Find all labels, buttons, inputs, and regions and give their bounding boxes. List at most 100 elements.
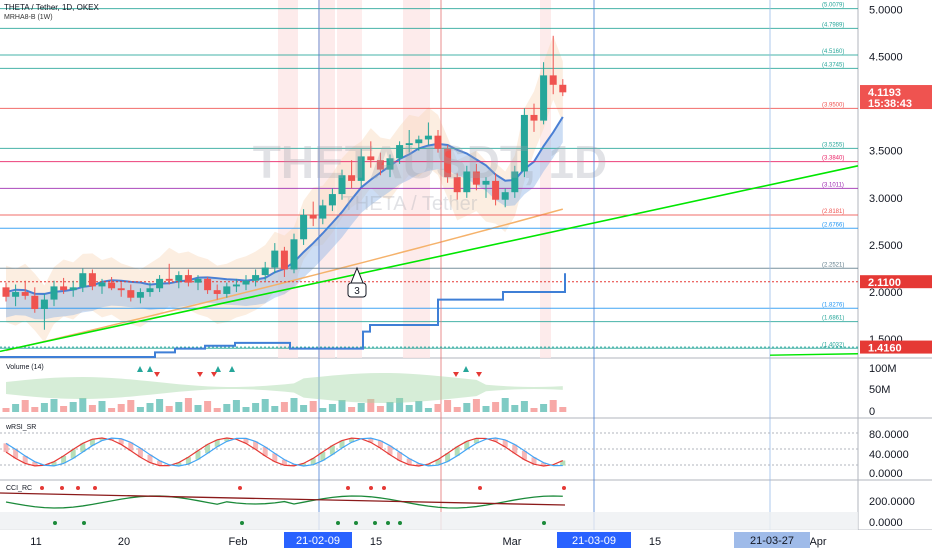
candle-body — [184, 275, 192, 283]
level-label: (1.6861) — [822, 316, 844, 322]
price-tick-label: 5.0000 — [869, 4, 903, 16]
volume-bar — [204, 401, 212, 412]
volume-signal-marker — [197, 372, 203, 377]
candle-body — [223, 286, 231, 294]
time-tick-label: Apr — [809, 536, 826, 548]
volume-bar — [223, 404, 231, 412]
cci-signal-dot — [346, 486, 350, 490]
cci-signal-dot — [354, 521, 358, 525]
candle-body — [424, 135, 432, 140]
volume-bar — [415, 401, 423, 412]
candle-body — [444, 148, 452, 178]
candle-body — [472, 171, 480, 185]
line-price-badge-bg — [860, 275, 932, 289]
volume-signal-marker — [154, 372, 160, 377]
level-label: (3.9500) — [822, 102, 844, 108]
volume-bar — [424, 408, 432, 412]
cci-zero-zone — [0, 512, 858, 530]
candle-body — [549, 75, 557, 85]
last-price-badge-text: 15:38:43 — [868, 98, 912, 110]
candle-body — [520, 114, 528, 172]
candle-body — [319, 205, 327, 219]
candle-body — [511, 171, 519, 193]
volume-bar — [511, 405, 519, 412]
date-badge-bg — [284, 532, 352, 548]
date-badge-label: 21-03-09 — [572, 535, 616, 547]
volume-bar — [338, 400, 346, 412]
volume-bar — [31, 407, 39, 412]
volume-bar — [444, 400, 452, 412]
candle-body — [213, 290, 221, 294]
cci-tick-label: 200.0000 — [869, 496, 915, 508]
level-label: (3.5255) — [822, 142, 844, 148]
volume-bar — [434, 404, 442, 412]
volume-signal-marker — [476, 372, 482, 377]
candle-body — [252, 275, 260, 281]
candle-body — [232, 284, 240, 287]
candle-body — [2, 287, 10, 297]
watermark-symbol: THETAUSDT, 1D — [253, 136, 607, 188]
cci-signal-dot — [373, 521, 377, 525]
volume-signal-marker — [215, 366, 221, 372]
level-label: (1.8276) — [822, 302, 844, 308]
candle-body — [405, 143, 413, 146]
cci-signal-dot — [240, 521, 244, 525]
cci-signal-dot — [238, 486, 242, 490]
candle-body — [204, 278, 212, 291]
candle-body — [50, 286, 58, 300]
volume-bar — [453, 407, 461, 412]
level-label: (2.6766) — [822, 222, 844, 228]
level-label: (4.3745) — [822, 62, 844, 68]
candle-body — [434, 135, 442, 149]
candle-body — [280, 250, 288, 270]
candle-body — [396, 145, 404, 159]
volume-bar — [40, 403, 48, 412]
slow-ma-line — [5, 208, 563, 352]
volume-bar — [175, 402, 183, 412]
volume-bar — [21, 400, 29, 412]
volume-bar — [117, 404, 125, 412]
cci-label: CCI_RC — [6, 485, 32, 492]
candle-body — [98, 282, 106, 287]
candle-body — [367, 156, 375, 161]
last-price-badge-bg — [860, 85, 932, 110]
candle-body — [194, 278, 202, 283]
volume-bar — [357, 403, 365, 412]
candle-body — [40, 299, 48, 310]
volume-bar — [242, 407, 250, 412]
volume-bar — [69, 402, 77, 412]
price-tick-label: 3.5000 — [869, 146, 903, 158]
volume-bar — [319, 408, 327, 412]
candle-body — [60, 286, 68, 291]
volume-bar — [396, 398, 404, 412]
cci-signal-dot — [40, 486, 44, 490]
candle-body — [79, 273, 87, 288]
time-tick-label: 15 — [649, 536, 661, 548]
volume-bar — [271, 406, 279, 412]
volume-bar — [559, 407, 567, 412]
level-label: (4.7989) — [822, 22, 844, 28]
cci-signal-dot — [562, 486, 566, 490]
level-label: (4.5160) — [822, 49, 844, 55]
volume-bar — [386, 402, 394, 412]
volume-tick-label: 0 — [869, 406, 875, 418]
cci-signal-dot — [542, 521, 546, 525]
wrsi-tick-label: 40.0000 — [869, 449, 909, 461]
cci-signal-dot — [382, 486, 386, 490]
volume-bar — [2, 408, 10, 412]
wrsi-slow-line — [5, 437, 563, 467]
volume-bar — [348, 407, 356, 412]
volume-bar — [165, 406, 173, 412]
volume-signal-marker — [147, 366, 153, 372]
level-label: (2.2521) — [822, 262, 844, 268]
cci-signal-dot — [398, 521, 402, 525]
trendline — [0, 165, 859, 353]
candle-body — [271, 250, 279, 268]
candle-body — [300, 214, 308, 240]
level-label: (2.8181) — [822, 209, 844, 215]
candle-body — [165, 278, 173, 281]
cci-signal-dot — [53, 521, 57, 525]
cci-signal-dot — [93, 486, 97, 490]
